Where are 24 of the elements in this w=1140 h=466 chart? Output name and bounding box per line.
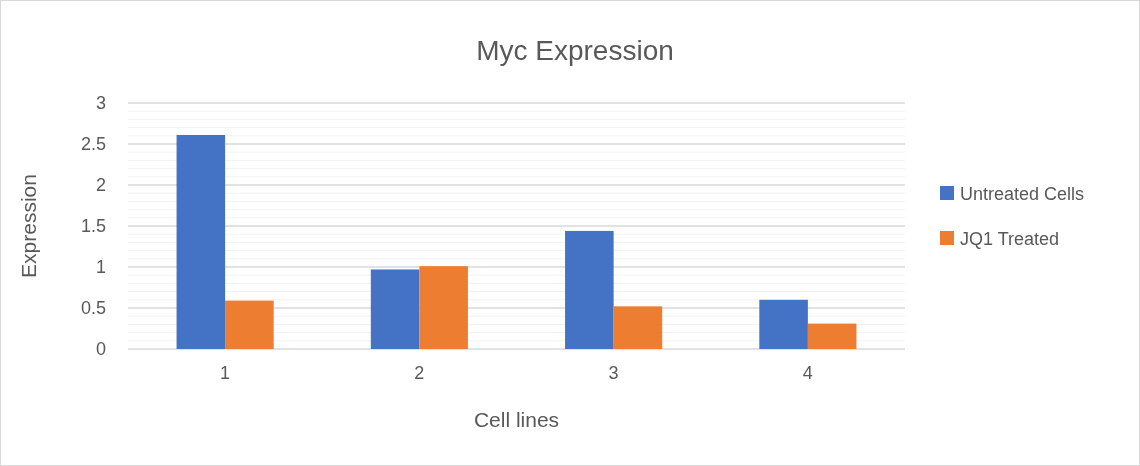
bar bbox=[807, 323, 857, 349]
y-tick-label: 1.5 bbox=[80, 216, 106, 237]
y-tick-label: 2 bbox=[95, 175, 106, 196]
x-tick-label: 1 bbox=[220, 363, 231, 383]
x-tick-label: 4 bbox=[802, 363, 813, 383]
y-tick-label: 3 bbox=[95, 93, 106, 114]
bar bbox=[176, 134, 226, 349]
bar bbox=[565, 230, 614, 349]
bar bbox=[759, 299, 808, 349]
x-tick-label: 2 bbox=[414, 363, 425, 383]
bar bbox=[419, 266, 468, 349]
x-axis-title: Cell lines bbox=[473, 408, 560, 431]
chart-title: Myc Expression bbox=[476, 35, 674, 66]
y-tick-label: 1 bbox=[95, 257, 106, 278]
y-tick-label: 0 bbox=[95, 339, 106, 360]
bar bbox=[613, 306, 663, 349]
x-tick-label: 3 bbox=[608, 363, 619, 383]
legend-label: Untreated Cells bbox=[960, 184, 1085, 205]
y-axis-title: Expression bbox=[17, 174, 40, 278]
bar bbox=[370, 269, 420, 349]
legend-label: JQ1 Treated bbox=[960, 229, 1060, 250]
y-tick-label: 2.5 bbox=[80, 134, 106, 155]
y-tick-label: 0.5 bbox=[80, 298, 106, 319]
bar bbox=[225, 300, 274, 349]
